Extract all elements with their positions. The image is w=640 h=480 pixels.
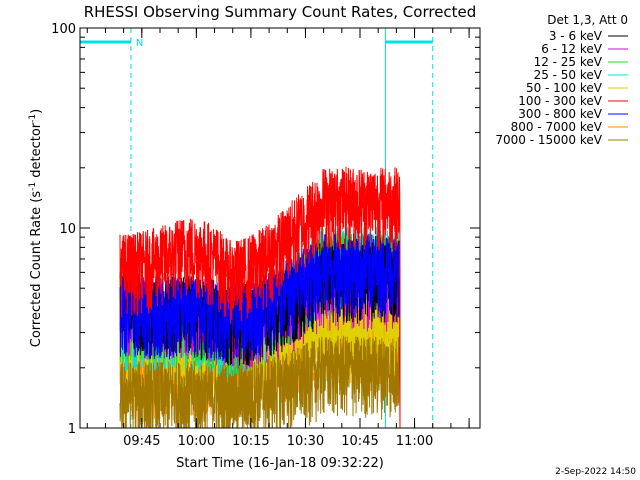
y-tick-label: 100 <box>51 22 76 37</box>
night-bar-label: N <box>136 38 143 49</box>
y-tick-label: 1 <box>68 422 76 437</box>
y-tick-label: 10 <box>59 222 76 237</box>
x-tick-label: 10:15 <box>232 434 269 449</box>
series-group <box>119 166 401 429</box>
legend-label: 300 - 800 keV <box>518 107 602 121</box>
legend-label: 7000 - 15000 keV <box>495 133 602 147</box>
x-tick-label: 11:00 <box>396 434 433 449</box>
x-tick-label: 10:30 <box>287 434 324 449</box>
y-axis-label: Corrected Count Rate (s-1 detector-1) <box>28 109 44 347</box>
legend-header: Det 1,3, Att 0 <box>547 13 628 27</box>
y-axis: 1 10 100 <box>51 22 480 437</box>
legend-label: 800 - 7000 keV <box>511 120 603 134</box>
x-tick-label: 10:45 <box>341 434 378 449</box>
series-line <box>119 166 401 429</box>
date-stamp: 2-Sep-2022 14:50 <box>555 467 636 477</box>
legend-label: 100 - 300 keV <box>518 94 602 108</box>
legend-label: 12 - 25 keV <box>534 55 603 69</box>
legend-label: 3 - 6 keV <box>549 29 603 43</box>
x-axis: 09:45 10:00 10:15 10:30 10:45 11:00 <box>86 28 470 449</box>
x-tick-label: 10:00 <box>178 434 215 449</box>
chart-title: RHESSI Observing Summary Count Rates, Co… <box>84 3 477 21</box>
x-tick-label: 09:45 <box>123 434 160 449</box>
series-line <box>119 335 401 429</box>
legend-label: 50 - 100 keV <box>526 81 603 95</box>
x-axis-label: Start Time (16-Jan-18 09:32:22) <box>176 456 384 471</box>
legend-label: 25 - 50 keV <box>534 68 603 82</box>
legend-label: 6 - 12 keV <box>541 42 603 56</box>
